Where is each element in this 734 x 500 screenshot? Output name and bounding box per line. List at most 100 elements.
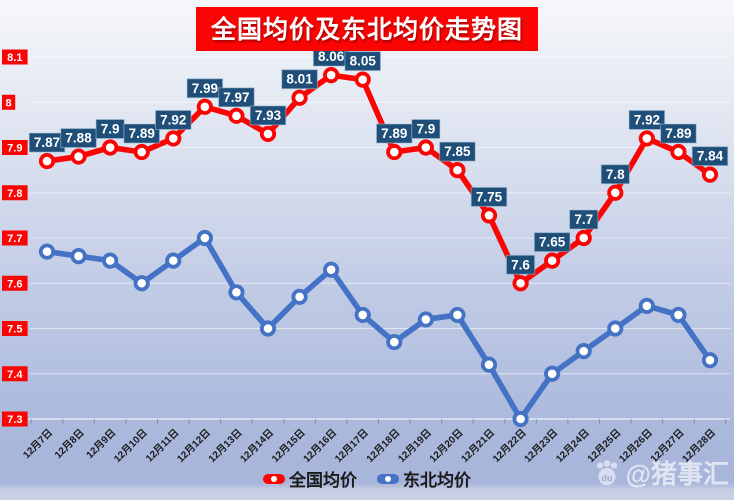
y-axis-label-box (2, 275, 28, 291)
legend-item-northeast: 东北均价 (377, 466, 471, 491)
northeast-series-marker (259, 320, 277, 337)
data-label: 7.8 (606, 167, 625, 182)
northeast-series-marker (165, 252, 182, 269)
data-label-box (439, 141, 476, 162)
y-axis-label: 8 (6, 97, 12, 109)
y-axis-label-box (2, 321, 28, 336)
northeast-series-marker (102, 252, 119, 269)
y-axis-label-box (2, 185, 28, 201)
data-label: 7.89 (381, 126, 407, 141)
data-label: 7.65 (539, 235, 566, 250)
y-axis-label: 7.3 (7, 414, 22, 426)
data-label-box (249, 105, 287, 126)
x-axis-label: 12月16日 (301, 427, 339, 465)
data-label-box (281, 69, 318, 90)
northeast-series-marker (480, 356, 498, 373)
legend: 全国均价 东北均价 (263, 466, 471, 491)
national-series-marker (670, 143, 687, 161)
data-label-box (569, 209, 599, 230)
data-label: 7.92 (160, 112, 186, 127)
data-label-box (411, 119, 441, 139)
northeast-series-marker (70, 248, 87, 265)
data-label-box (628, 109, 666, 130)
data-label-box (600, 164, 630, 185)
data-label: 7.92 (634, 112, 660, 127)
data-label-box (470, 186, 508, 207)
x-axis-label: 12月22日 (490, 427, 528, 465)
x-axis-label: 12月7日 (21, 427, 55, 461)
data-label: 7.84 (697, 149, 724, 164)
x-axis-label: 12月8日 (52, 427, 86, 461)
data-label: 7.88 (65, 131, 92, 146)
northeast-series-marker (701, 352, 719, 369)
northeast-series-marker (228, 284, 245, 301)
data-label-box (154, 109, 192, 130)
data-label-box (660, 123, 697, 144)
national-series-marker (544, 252, 561, 269)
northeast-series-marker (544, 365, 561, 382)
y-axis-label-box (2, 230, 28, 246)
y-axis-label-box (2, 94, 16, 110)
data-label: 7.7 (574, 212, 593, 227)
x-axis-label: 12月21日 (459, 427, 497, 465)
watermark: du @猪事汇 (591, 454, 729, 491)
data-label: 7.87 (34, 135, 60, 150)
data-label: 8.05 (350, 54, 377, 69)
national-series-marker (259, 125, 277, 143)
x-axis-label: 12月13日 (206, 427, 244, 465)
data-label: 7.93 (255, 108, 282, 123)
national-series-line (44, 72, 713, 287)
national-series-marker (512, 275, 529, 292)
national-series-marker (228, 107, 245, 124)
national-series-legend-marker (263, 473, 285, 484)
northeast-series-marker (291, 288, 308, 305)
y-axis-label-box (2, 411, 28, 427)
data-label-box (505, 254, 536, 275)
x-axis-label: 12月10日 (111, 427, 149, 465)
data-label: 7.99 (192, 81, 218, 96)
national-series-marker (386, 143, 403, 161)
northeast-series-marker (575, 343, 592, 360)
northeast-series-marker (512, 410, 529, 428)
y-axis-label: 7.6 (7, 278, 22, 290)
data-label: 7.89 (129, 126, 155, 141)
national-series-marker (291, 89, 308, 106)
data-label: 7.9 (101, 122, 120, 137)
data-label-box (533, 232, 571, 253)
y-axis-label-box (2, 140, 28, 155)
national-series-marker (575, 229, 592, 247)
data-label: 7.75 (476, 189, 503, 204)
x-axis-label: 12月12日 (175, 427, 213, 465)
data-label: 7.97 (223, 90, 249, 105)
northeast-series-marker (196, 229, 213, 247)
data-label-box (344, 51, 382, 72)
national-series-marker (70, 148, 87, 165)
northeast-series-legend-marker (377, 473, 399, 484)
data-label: 7.9 (416, 122, 435, 137)
x-axis-label: 12月14日 (238, 427, 276, 465)
data-label: 8.01 (286, 72, 313, 87)
national-series-marker (480, 207, 498, 224)
national-series-legend-label: 全国均价 (289, 471, 357, 490)
y-axis-label: 7.5 (7, 324, 22, 336)
northeast-series-legend-label: 东北均价 (403, 471, 471, 490)
national-series-marker (102, 139, 119, 156)
data-label: 7.6 (511, 257, 530, 272)
national-series-marker (38, 152, 56, 170)
data-label-box (218, 87, 255, 108)
x-axis-label: 12月17日 (332, 427, 370, 465)
x-axis-label: 12月15日 (269, 427, 307, 465)
national-series-marker (133, 143, 150, 161)
national-series-marker (607, 184, 624, 201)
x-axis-label: 12月20日 (427, 427, 465, 465)
northeast-series-marker (386, 333, 403, 351)
y-axis-label: 7.7 (7, 233, 22, 245)
paw-icon: du (596, 459, 617, 485)
x-axis-label: 12月18日 (364, 427, 402, 465)
national-series-marker (323, 67, 340, 84)
y-axis-label: 7.8 (7, 188, 22, 200)
national-series-marker (701, 166, 719, 183)
northeast-series-marker (417, 311, 434, 328)
